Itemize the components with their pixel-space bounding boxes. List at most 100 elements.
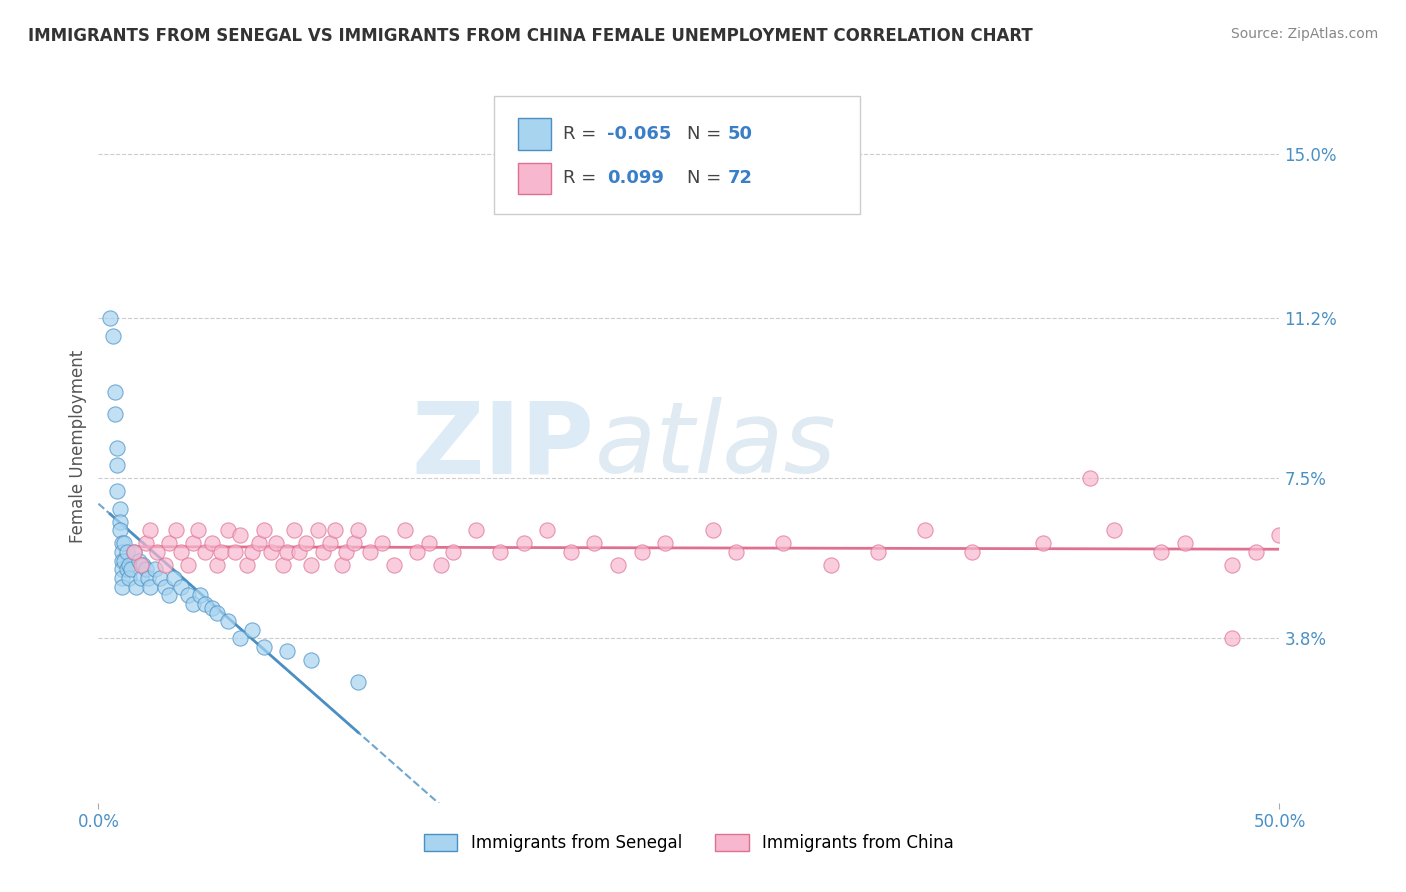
Point (115, 562, 138, 576)
Point (149, 571, 172, 585)
Point (201, 601, 224, 615)
Point (607, 558, 630, 572)
FancyBboxPatch shape (494, 96, 860, 214)
Point (240, 623, 263, 637)
Point (702, 524, 724, 538)
Point (217, 524, 239, 538)
Point (125, 580, 148, 594)
Point (264, 536, 287, 550)
Text: ZIP: ZIP (412, 398, 595, 494)
Point (209, 545, 232, 559)
Point (111, 580, 134, 594)
Point (229, 527, 252, 541)
Point (962, 545, 984, 559)
Point (342, 536, 364, 550)
Point (820, 558, 842, 572)
Point (153, 580, 176, 594)
Point (418, 536, 440, 550)
Point (247, 536, 270, 550)
Point (139, 524, 162, 538)
Point (111, 536, 134, 550)
Point (108, 501, 131, 516)
Point (253, 640, 276, 654)
Text: N =: N = (686, 125, 721, 143)
Bar (517, 119, 551, 150)
Point (108, 515, 131, 529)
Point (288, 545, 311, 559)
Point (512, 536, 534, 550)
Point (201, 536, 224, 550)
Point (118, 558, 141, 572)
Point (135, 562, 157, 576)
Point (146, 545, 169, 559)
Point (1220, 558, 1243, 572)
Point (205, 606, 228, 620)
Point (914, 524, 936, 538)
Text: Source: ZipAtlas.com: Source: ZipAtlas.com (1230, 27, 1378, 41)
Point (347, 524, 370, 538)
Point (430, 558, 453, 572)
Point (194, 545, 217, 559)
Point (111, 571, 134, 585)
Point (112, 553, 135, 567)
Point (394, 524, 416, 538)
Point (101, 328, 124, 343)
Point (143, 562, 166, 576)
Point (170, 545, 193, 559)
Point (139, 580, 162, 594)
Point (194, 597, 217, 611)
Point (654, 536, 676, 550)
Point (772, 536, 794, 550)
Point (111, 562, 134, 576)
Point (136, 571, 159, 585)
Point (181, 597, 204, 611)
Text: atlas: atlas (595, 398, 837, 494)
Point (382, 558, 405, 572)
Text: R =: R = (562, 125, 596, 143)
Point (441, 545, 464, 559)
Point (217, 614, 239, 628)
Point (465, 524, 488, 538)
Point (1150, 545, 1173, 559)
Point (188, 588, 211, 602)
Point (98, 311, 121, 326)
Point (1080, 471, 1102, 485)
Point (283, 524, 305, 538)
Point (253, 524, 276, 538)
Point (583, 536, 606, 550)
Point (1268, 527, 1291, 541)
Point (236, 558, 259, 572)
Point (181, 536, 204, 550)
Point (1102, 524, 1125, 538)
Point (112, 536, 135, 550)
Point (105, 484, 128, 499)
Point (335, 545, 357, 559)
Text: 72: 72 (728, 169, 754, 187)
Point (276, 644, 298, 658)
Point (319, 536, 342, 550)
Point (630, 545, 652, 559)
Point (299, 653, 322, 667)
Point (295, 536, 318, 550)
Text: N =: N = (686, 169, 721, 187)
Point (1220, 632, 1243, 646)
Point (108, 524, 131, 538)
Point (229, 632, 252, 646)
Point (157, 536, 180, 550)
Point (105, 458, 128, 473)
Point (153, 558, 176, 572)
Point (330, 558, 353, 572)
Point (224, 545, 246, 559)
Text: R =: R = (562, 169, 596, 187)
Point (406, 545, 429, 559)
Point (359, 545, 381, 559)
Point (560, 545, 582, 559)
Text: 50: 50 (728, 125, 754, 143)
Point (187, 524, 209, 538)
Point (170, 580, 193, 594)
Text: -0.065: -0.065 (607, 125, 672, 143)
Point (1032, 536, 1054, 550)
Point (104, 384, 127, 399)
Point (111, 545, 134, 559)
Point (260, 545, 283, 559)
